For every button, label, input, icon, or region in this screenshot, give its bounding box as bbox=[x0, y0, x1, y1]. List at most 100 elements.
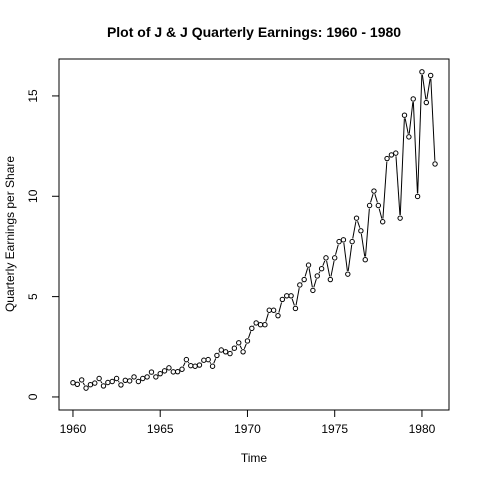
series-segment bbox=[382, 161, 388, 219]
data-point bbox=[414, 193, 421, 200]
series-segment bbox=[404, 118, 409, 134]
series-segment bbox=[182, 362, 186, 367]
series-segment bbox=[412, 102, 418, 194]
data-point bbox=[148, 369, 155, 375]
series-segment bbox=[213, 358, 217, 364]
data-point bbox=[214, 352, 220, 359]
series-segment bbox=[243, 343, 247, 350]
y-axis-label: Quarterly Earnings per Share bbox=[3, 156, 17, 312]
data-point bbox=[144, 374, 150, 380]
series-segment bbox=[399, 118, 405, 215]
data-point bbox=[244, 338, 251, 344]
data-point bbox=[196, 362, 203, 368]
series-segment bbox=[370, 193, 374, 203]
series-segment bbox=[347, 244, 353, 272]
series-segment bbox=[209, 362, 212, 364]
y-tick-label: 10 bbox=[26, 189, 40, 203]
data-point bbox=[375, 202, 382, 209]
series-segment bbox=[187, 361, 190, 364]
data-point bbox=[174, 368, 181, 375]
data-point bbox=[336, 238, 342, 245]
data-point bbox=[135, 378, 142, 385]
data-point bbox=[70, 380, 76, 386]
data-point bbox=[236, 340, 242, 346]
data-point bbox=[332, 255, 338, 261]
series-segment bbox=[291, 298, 295, 306]
series-segment bbox=[265, 313, 269, 322]
data-point bbox=[432, 161, 438, 167]
data-point bbox=[353, 215, 360, 221]
series-segment bbox=[426, 78, 431, 100]
series-segment bbox=[82, 382, 85, 386]
data-point bbox=[157, 370, 163, 377]
series-segment bbox=[374, 193, 378, 203]
x-tick-label: 1960 bbox=[60, 422, 87, 436]
series-segment bbox=[360, 233, 366, 257]
y-axis: 0 5 10 15 bbox=[26, 89, 60, 400]
data-point bbox=[349, 238, 355, 245]
data-point bbox=[323, 255, 329, 261]
data-point bbox=[410, 96, 416, 102]
plot-box bbox=[58, 58, 450, 411]
data-point bbox=[140, 375, 146, 382]
data-point bbox=[78, 377, 85, 383]
data-point bbox=[406, 134, 412, 140]
data-point bbox=[240, 349, 246, 355]
data-point bbox=[253, 320, 259, 326]
data-point bbox=[188, 362, 194, 369]
data-point bbox=[384, 155, 390, 162]
series-segment bbox=[117, 380, 120, 383]
data-point bbox=[297, 282, 303, 288]
data-point bbox=[192, 363, 198, 369]
series-segment bbox=[304, 268, 309, 277]
data-point bbox=[179, 366, 185, 372]
series-segment bbox=[365, 208, 370, 257]
data-point bbox=[100, 383, 107, 389]
data-point bbox=[358, 228, 364, 234]
data-point bbox=[118, 382, 124, 388]
series-segment bbox=[322, 260, 326, 266]
data-point bbox=[74, 381, 81, 388]
x-tick-label: 1975 bbox=[321, 422, 348, 436]
x-tick-label: 1980 bbox=[409, 422, 436, 436]
data-point bbox=[314, 273, 320, 279]
data-point bbox=[262, 322, 268, 328]
series-segment bbox=[421, 74, 427, 100]
series-segment bbox=[248, 331, 252, 339]
series-segment bbox=[352, 221, 357, 239]
x-axis: 1960 1965 1970 1975 1980 bbox=[60, 409, 436, 436]
data-point bbox=[209, 363, 216, 369]
series-segment bbox=[408, 102, 414, 134]
series-segment bbox=[430, 78, 436, 161]
data-point bbox=[227, 350, 233, 357]
series-segment bbox=[278, 302, 283, 313]
data-point bbox=[83, 385, 89, 391]
data-point bbox=[284, 293, 290, 299]
data-point bbox=[126, 378, 133, 384]
data-point bbox=[170, 369, 177, 375]
series-segment bbox=[318, 271, 321, 274]
data-point bbox=[393, 150, 399, 156]
x-tick-label: 1965 bbox=[147, 422, 174, 436]
data-point bbox=[397, 215, 403, 221]
data-point bbox=[109, 378, 115, 385]
data-point bbox=[340, 237, 347, 243]
data-point bbox=[401, 112, 408, 118]
data-point bbox=[292, 305, 299, 312]
data-point bbox=[257, 322, 264, 328]
data-point bbox=[379, 219, 386, 225]
series-segment bbox=[100, 380, 103, 384]
data-point bbox=[318, 266, 325, 272]
data-point bbox=[113, 375, 120, 382]
data-point bbox=[279, 296, 286, 303]
data-point bbox=[92, 380, 98, 386]
series-segment bbox=[335, 244, 339, 255]
series-segment bbox=[330, 260, 335, 277]
data-point bbox=[371, 188, 377, 194]
data-point bbox=[362, 256, 368, 263]
data-point bbox=[183, 356, 190, 363]
series-segment bbox=[326, 260, 331, 277]
series-segment bbox=[343, 242, 348, 272]
series-segment bbox=[308, 268, 313, 288]
data-point bbox=[87, 382, 94, 388]
